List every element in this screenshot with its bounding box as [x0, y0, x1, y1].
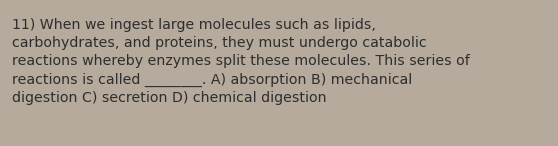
Text: 11) When we ingest large molecules such as lipids,
carbohydrates, and proteins, : 11) When we ingest large molecules such … — [12, 18, 470, 105]
